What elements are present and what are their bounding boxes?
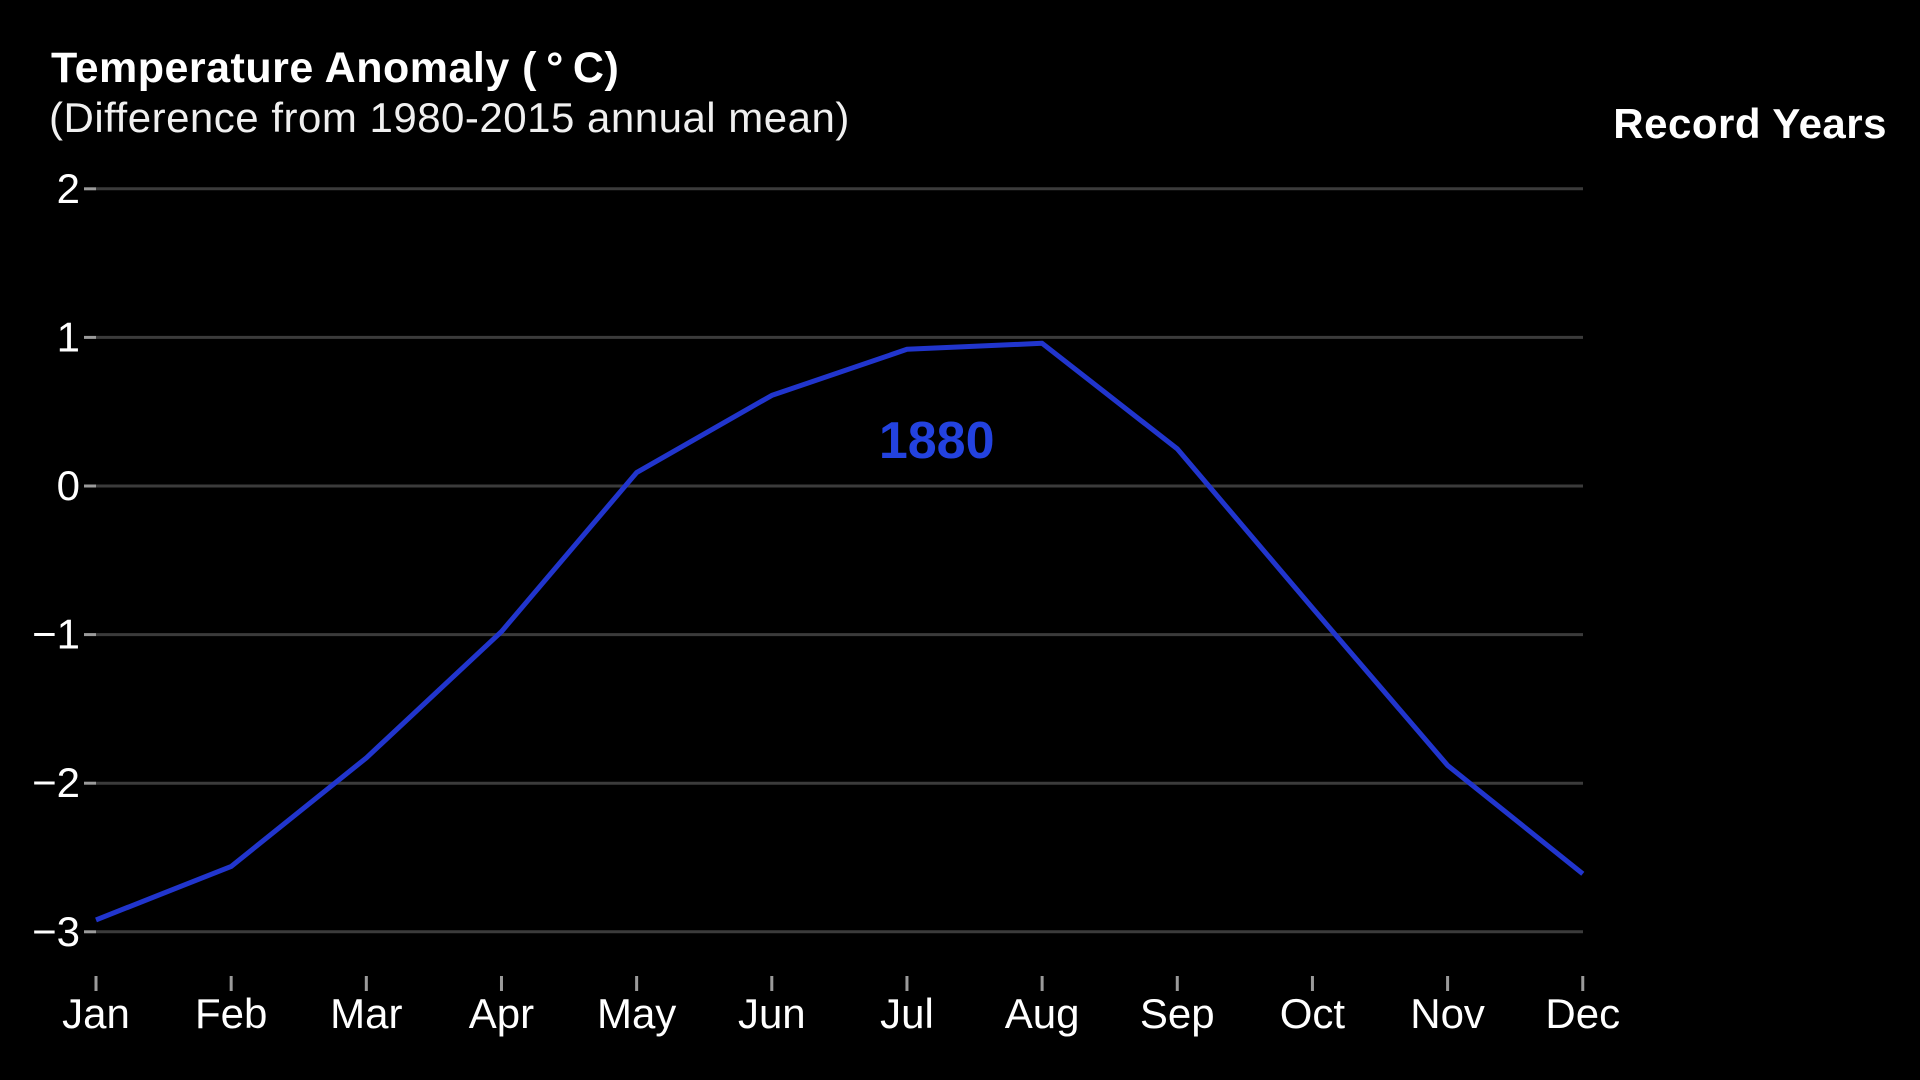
x-axis-label: Apr xyxy=(469,990,534,1037)
x-axis-label: May xyxy=(597,990,676,1037)
x-axis-label: Mar xyxy=(330,990,402,1037)
x-axis-label: Oct xyxy=(1280,990,1346,1037)
y-axis-label: 1 xyxy=(57,313,80,360)
x-axis-label: Sep xyxy=(1140,990,1215,1037)
y-axis-label: −1 xyxy=(32,611,80,658)
y-axis-label: 0 xyxy=(57,462,80,509)
x-axis-label: Aug xyxy=(1005,990,1080,1037)
chart-title: Temperature Anomaly ( ° C) xyxy=(51,44,620,92)
y-axis-label: −3 xyxy=(32,908,80,955)
x-axis-label: Feb xyxy=(195,990,267,1037)
x-axis-label: Nov xyxy=(1410,990,1485,1037)
x-axis-label: Jul xyxy=(880,990,934,1037)
chart-subtitle: (Difference from 1980-2015 annual mean) xyxy=(49,94,850,141)
y-axis-label: −2 xyxy=(32,759,80,806)
series-line-1880 xyxy=(95,340,1585,923)
x-axis-label: Dec xyxy=(1545,990,1620,1037)
y-axis-label: 2 xyxy=(57,165,80,212)
x-axis-label: Jan xyxy=(62,990,130,1037)
legend-title: Record Years xyxy=(1613,100,1887,147)
series-label-1880: 1880 xyxy=(879,412,995,470)
x-axis-label: Jun xyxy=(738,990,806,1037)
